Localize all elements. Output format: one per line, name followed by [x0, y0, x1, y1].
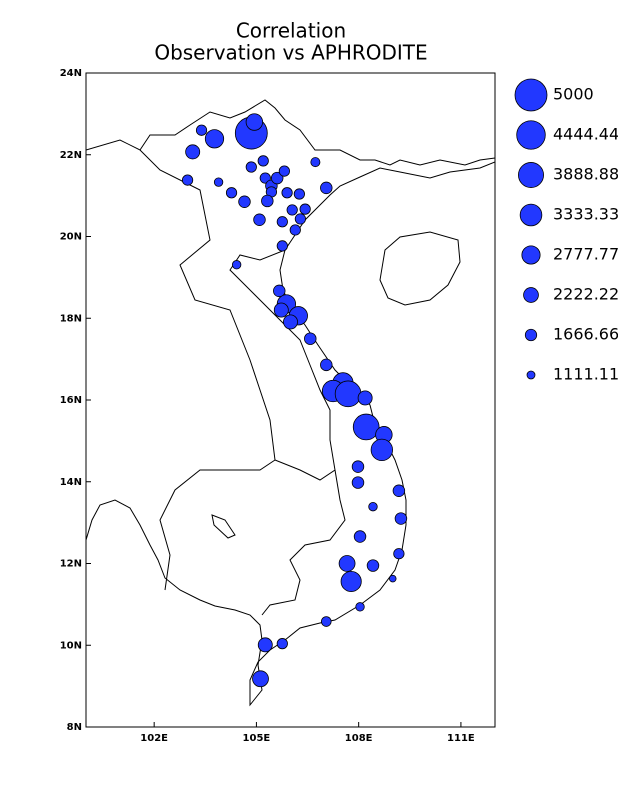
station-bubble: [276, 638, 288, 650]
station-bubble: [204, 129, 225, 149]
station-bubble: [340, 570, 362, 593]
station-bubble: [231, 260, 242, 270]
station-bubble: [245, 161, 257, 173]
station-bubble: [273, 302, 289, 318]
title: Correlation: [236, 19, 346, 43]
station-bubble: [351, 460, 365, 473]
frame: [85, 72, 496, 728]
legend-bubble: [518, 162, 544, 188]
station-bubble: [320, 358, 333, 372]
y-tick-label: 16N: [60, 395, 82, 406]
station-bubble: [253, 213, 266, 226]
station-bubble: [393, 548, 405, 560]
station-bubble: [394, 512, 408, 525]
y-tick-label: 22N: [60, 150, 82, 161]
station-bubble: [252, 670, 269, 688]
station-bubble: [257, 155, 269, 167]
station-bubble: [281, 187, 293, 199]
legend-bubble: [521, 245, 541, 265]
station-bubble: [338, 555, 356, 572]
y-tick-label: 24N: [60, 68, 82, 79]
y-tick-label: 8N: [67, 722, 82, 733]
station-bubble: [225, 187, 238, 199]
x-tick-label: 108E: [345, 733, 373, 744]
lake: [211, 514, 236, 539]
y-tick-label: 10N: [60, 640, 82, 651]
y-tick-label: 12N: [60, 559, 82, 570]
station-bubble: [259, 172, 271, 184]
legend-label: 5000: [553, 85, 594, 104]
subtitle: Observation vs APHRODITE: [154, 41, 427, 65]
station-bubble: [238, 195, 251, 208]
station-bubble: [195, 124, 208, 136]
y-tick-label: 18N: [60, 313, 82, 324]
station-bubble: [276, 240, 288, 252]
station-bubble: [299, 203, 311, 215]
station-bubble: [353, 530, 367, 543]
station-bubble: [276, 216, 288, 228]
hainan: [379, 231, 461, 306]
station-bubble: [310, 157, 321, 168]
legend-label: 2222.22: [553, 285, 618, 304]
legend-bubble: [524, 328, 538, 342]
station-bubble: [334, 380, 362, 408]
station-bubble: [304, 332, 317, 345]
station-bubble: [320, 181, 333, 195]
cambodia-border: [159, 459, 346, 616]
legend-label: 1666.66: [553, 325, 618, 344]
station-bubble: [294, 213, 306, 225]
station-bubble: [351, 476, 365, 489]
station-bubble: [273, 284, 286, 298]
station-bubble: [366, 559, 380, 572]
legend-bubble: [516, 120, 546, 150]
station-bubble: [213, 177, 224, 187]
station-bubble: [283, 314, 298, 330]
legend-bubble: [526, 370, 536, 380]
x-tick-label: 105E: [243, 733, 271, 744]
legend-label: 1111.11: [553, 365, 618, 384]
station-bubble: [370, 438, 393, 462]
station-bubble: [245, 113, 264, 131]
legend-label: 2777.77: [553, 245, 618, 264]
legend-bubble: [514, 78, 548, 112]
station-bubble: [270, 171, 284, 185]
station-bubble: [181, 174, 194, 186]
legend-label: 3333.33: [553, 205, 618, 224]
station-bubble: [293, 188, 305, 200]
station-bubble: [320, 616, 332, 627]
station-bubble: [355, 602, 365, 612]
station-bubble: [257, 637, 273, 653]
station-bubble: [392, 484, 406, 497]
y-tick-label: 14N: [60, 477, 82, 488]
station-bubble: [261, 194, 274, 208]
basemap: [86, 99, 495, 707]
north-border: [86, 99, 495, 166]
legend-label: 3888.88: [553, 165, 618, 184]
legend-bubble: [519, 203, 543, 227]
coastline: [86, 161, 495, 707]
station-bubble: [289, 224, 301, 236]
station-bubble: [352, 413, 380, 441]
station-bubble: [286, 204, 298, 216]
station-bubble: [278, 165, 290, 177]
x-tick-label: 102E: [140, 733, 168, 744]
legend-bubble: [523, 287, 539, 303]
station-bubble: [389, 574, 397, 583]
x-tick-label: 111E: [447, 733, 475, 744]
station-bubble: [357, 390, 373, 406]
station-bubble: [185, 144, 201, 160]
y-tick-label: 20N: [60, 232, 82, 243]
station-bubble: [368, 502, 378, 512]
legend-label: 4444.44: [553, 125, 618, 144]
